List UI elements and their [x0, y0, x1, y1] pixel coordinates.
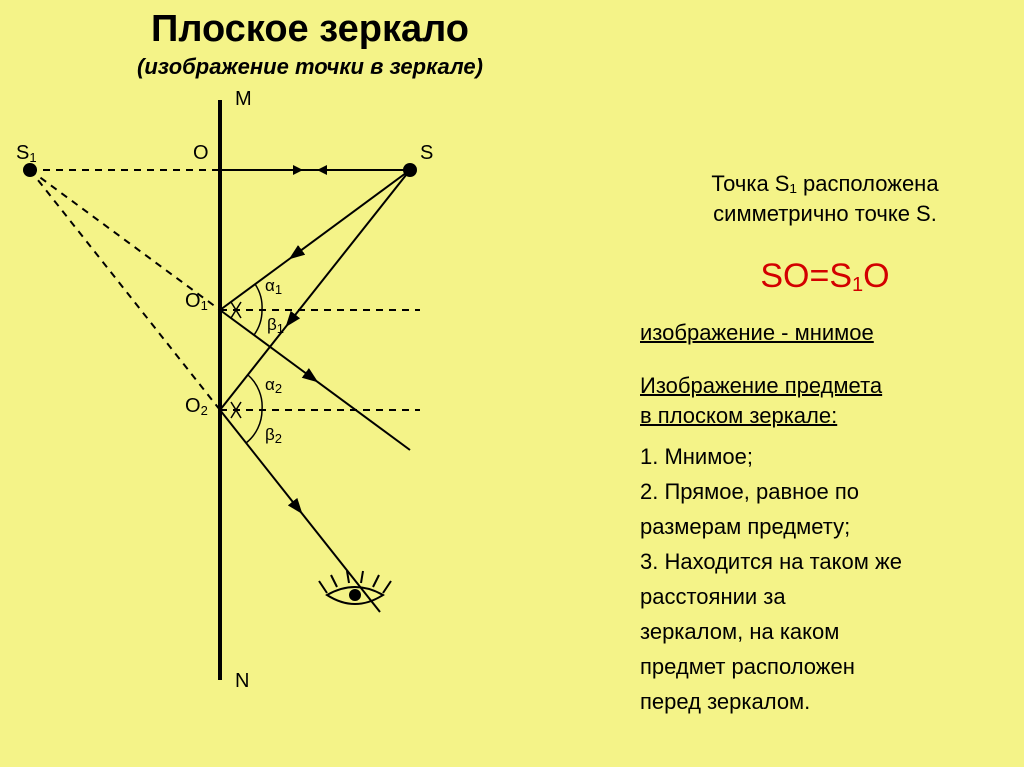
tick-right: [293, 165, 303, 175]
point-s: [403, 163, 417, 177]
description-panel: Точка S₁ расположена симметрично точке S…: [640, 170, 1010, 720]
label-n: N: [235, 670, 249, 693]
list-item: предмет расположен: [640, 650, 1010, 683]
label-o2: O2: [185, 395, 208, 418]
properties-list: 1. Мнимое; 2. Прямое, равное по размерам…: [640, 440, 1010, 718]
mirror-diagram: M N O S S1 O1 O2 α1 β1 α2 β2: [20, 90, 600, 710]
list-heading: Изображение предмета в плоском зеркале:: [640, 371, 1010, 433]
label-beta2: β2: [265, 425, 282, 446]
list-item: 2. Прямое, равное по: [640, 475, 1010, 508]
point-s1: [23, 163, 37, 177]
reflected-ray-1b: [315, 380, 410, 450]
incident-ray-2b: [220, 324, 288, 410]
label-s: S: [420, 142, 433, 165]
list-item: зеркалом, на каком: [640, 615, 1010, 648]
virtual-note: изображение - мнимое: [640, 319, 1010, 347]
list-item: 3. Находится на таком же: [640, 545, 1010, 578]
intro-line-1: Точка S₁ расположена: [640, 170, 1010, 198]
label-beta1: β1: [267, 315, 284, 336]
list-item: расстоянии за: [640, 580, 1010, 613]
intro-line-2: симметрично точке S.: [640, 200, 1010, 228]
label-s1: S1: [16, 142, 37, 165]
list-item: размерам предмету;: [640, 510, 1010, 543]
formula: SO=S1O: [640, 257, 1010, 297]
label-alpha2: α2: [265, 375, 282, 396]
arc-beta1: [254, 310, 262, 335]
label-alpha1: α1: [265, 276, 282, 297]
arc-alpha1: [255, 284, 262, 310]
list-item: 1. Мнимое;: [640, 440, 1010, 473]
label-o1: O1: [185, 290, 208, 313]
label-o: O: [193, 142, 209, 165]
page-title: Плоское зеркало: [0, 8, 620, 51]
eye-icon: [319, 571, 391, 604]
page-subtitle: (изображение точки в зеркале): [0, 54, 620, 80]
arc-beta2: [246, 410, 262, 443]
arc-alpha2: [248, 375, 262, 410]
list-item: перед зеркалом.: [640, 685, 1010, 718]
tick-left: [317, 165, 327, 175]
label-m: M: [235, 88, 252, 111]
reflected-ray-2b: [300, 511, 380, 612]
virtual-ray-1: [30, 170, 220, 310]
diagram-svg: [20, 90, 600, 710]
